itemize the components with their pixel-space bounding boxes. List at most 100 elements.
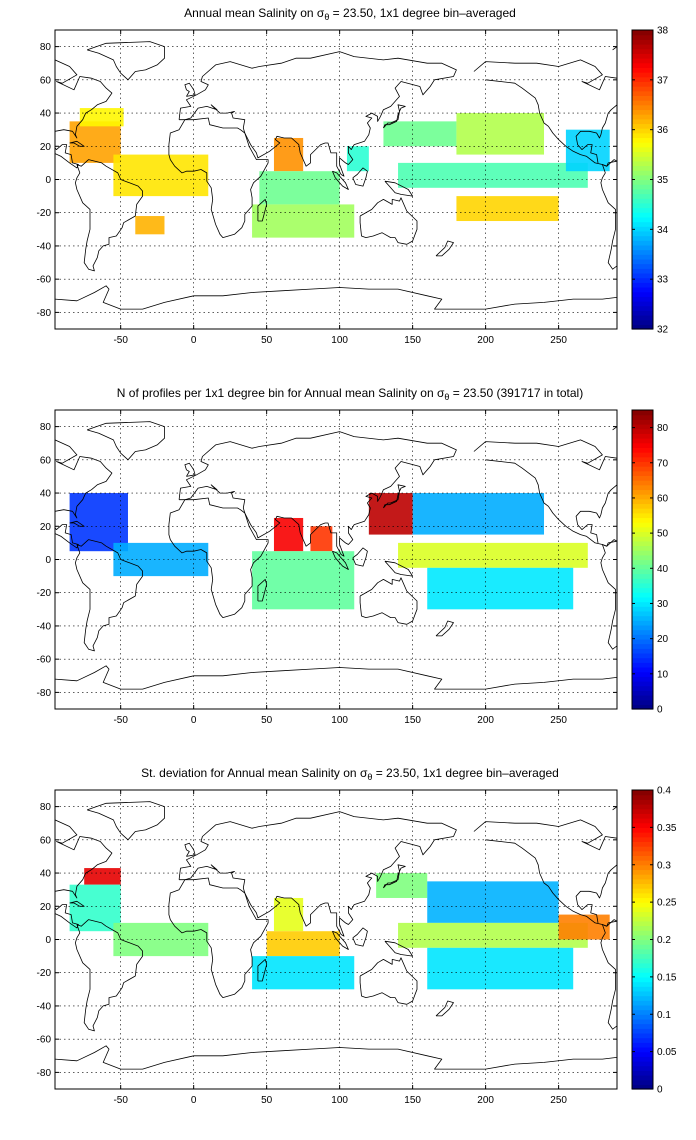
y-tick-label: -80 (37, 308, 52, 319)
colorbar-segment (632, 268, 653, 274)
y-tick-label: -20 (37, 588, 52, 599)
data-cell-4 (266, 931, 340, 957)
colorbar-segment (632, 424, 653, 430)
colorbar-segment (632, 132, 653, 139)
data-cell-4 (273, 137, 304, 172)
x-tick-label: 200 (477, 335, 494, 346)
coastline-11 (359, 197, 418, 245)
colorbar-segment (632, 596, 653, 603)
coastline-19 (612, 46, 617, 51)
colorbar-segment (632, 128, 653, 134)
colorbar-segment (632, 263, 653, 269)
colorbar-segment (632, 1032, 653, 1039)
colorbar-segment (632, 438, 653, 444)
coastline-0 (55, 439, 113, 549)
colorbar-segment (632, 648, 653, 654)
coastline-7 (383, 864, 406, 889)
colorbar-segment (632, 212, 653, 218)
colorbar-segment (632, 249, 653, 255)
colorbar-segment (632, 202, 653, 209)
colorbar-label: 37 (657, 75, 669, 86)
data-cell-6 (412, 493, 545, 535)
colorbar-segment (632, 494, 653, 500)
colorbar-label: 60 (657, 493, 669, 504)
colorbar-segment (632, 804, 653, 810)
colorbar-label: 38 (657, 26, 669, 37)
colorbar-segment (632, 685, 653, 691)
colorbar-segment (632, 888, 653, 894)
colorbar-segment (632, 461, 653, 467)
colorbar-segment (632, 1079, 653, 1085)
coastline-16 (575, 484, 617, 543)
colorbar-segment (632, 193, 653, 199)
x-tick-label: 250 (550, 715, 567, 726)
colorbar-segment (632, 850, 653, 857)
colorbar-segment (632, 184, 653, 190)
title-symbol: σ (317, 6, 325, 20)
colorbar-segment (632, 419, 653, 425)
colorbar-segment (632, 967, 653, 973)
coastline-4 (168, 497, 269, 618)
x-tick-label: 50 (261, 335, 273, 346)
data-cell-0 (69, 121, 121, 163)
colorbar-segment (632, 179, 653, 185)
colorbar-label: 35 (657, 175, 669, 186)
colorbar-segment (632, 198, 653, 204)
coastline-8 (352, 167, 368, 187)
title-text: St. deviation for Annual mean Salinity o… (141, 766, 360, 780)
colorbar-segment (632, 484, 653, 491)
colorbar-segment (632, 456, 653, 462)
colorbar-segment (632, 615, 653, 621)
title-text-rest: = 23.50, 1x1 degree bin–averaged (372, 766, 558, 780)
colorbar-segment (632, 629, 653, 635)
colorbar-label: 50 (657, 529, 669, 540)
coastline-5 (257, 199, 268, 222)
colorbar-segment (632, 221, 653, 227)
colorbar-segment (632, 860, 653, 866)
colorbar-label: 0.15 (657, 972, 677, 983)
data-cell-6 (252, 204, 355, 238)
colorbar-segment (632, 813, 653, 819)
colorbar-segment (632, 235, 653, 241)
colorbar-segment (632, 81, 653, 87)
data-cell-2 (113, 922, 209, 957)
colorbar-segment (632, 156, 653, 162)
coastline-10 (384, 940, 413, 957)
coastline-7 (383, 104, 406, 129)
coastline-13 (184, 842, 196, 857)
colorbar-segment (632, 324, 653, 330)
coastline-9 (332, 170, 349, 190)
coastline-0 (55, 59, 113, 169)
colorbar-segment (632, 568, 653, 575)
coastline-12 (435, 1000, 454, 1017)
colorbar-segment (632, 254, 653, 260)
y-tick-label: -40 (37, 241, 52, 252)
colorbar-segment (632, 67, 653, 73)
colorbar-segment (632, 1037, 653, 1043)
data-cell-1 (113, 542, 209, 577)
title-text: N of profiles per 1x1 degree bin for Ann… (117, 386, 437, 400)
colorbar-segment (632, 869, 653, 875)
colorbar-segment (632, 808, 653, 814)
panel-2: N of profiles per 1x1 degree bin for Ann… (37, 386, 669, 726)
colorbar-segment (632, 680, 653, 687)
data-cell-8 (427, 567, 574, 610)
x-tick-label: 0 (191, 335, 197, 346)
colorbar-segment (632, 512, 653, 519)
colorbar-segment (632, 428, 653, 434)
y-tick-label: 20 (40, 142, 52, 153)
colorbar-segment (632, 981, 653, 987)
colorbar-segment (632, 230, 653, 237)
colorbar-segment (632, 72, 653, 78)
colorbar-segment (632, 944, 653, 950)
data-cell-10 (398, 162, 588, 188)
x-tick-label: 150 (404, 715, 421, 726)
colorbar-segment (632, 123, 653, 129)
data-cell-3 (135, 216, 165, 235)
x-tick-label: 200 (477, 715, 494, 726)
colorbar-segment (632, 114, 653, 120)
colorbar-segment (632, 76, 653, 82)
colorbar-segment (632, 606, 653, 612)
colorbar-segment (632, 934, 653, 941)
colorbar-segment (632, 620, 653, 626)
